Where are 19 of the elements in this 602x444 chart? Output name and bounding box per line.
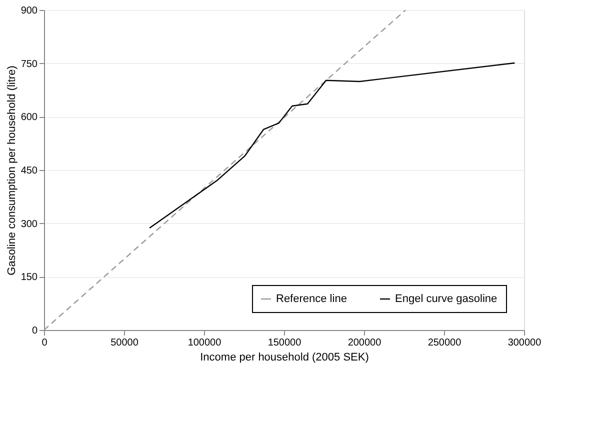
x-tick-label: 150000 [268, 338, 302, 348]
x-tick-label: 0 [42, 338, 48, 348]
line-series [149, 62, 516, 229]
legend-label: Reference line [276, 293, 347, 305]
x-tick-label: 100000 [188, 338, 222, 348]
legend-label: Engel curve gasoline [395, 293, 498, 305]
x-axis-title: Income per household (2005 SEK) [200, 352, 369, 364]
y-tick-label: 150 [20, 272, 38, 284]
x-tick-label: 250000 [428, 338, 462, 348]
y-tick-label: 600 [20, 112, 38, 124]
y-axis-title: Gasoline consumption per household (litre) [6, 66, 18, 276]
x-tick-label: 200000 [348, 338, 382, 348]
x-tick-label: 300000 [508, 338, 542, 348]
x-tick-label: 50000 [110, 338, 139, 348]
y-tick-label: 450 [20, 166, 38, 176]
y-tick-label: 900 [20, 6, 38, 16]
y-tick-label: 750 [20, 58, 38, 70]
y-tick-label: 0 [32, 326, 38, 336]
y-tick-label: 300 [20, 218, 38, 230]
